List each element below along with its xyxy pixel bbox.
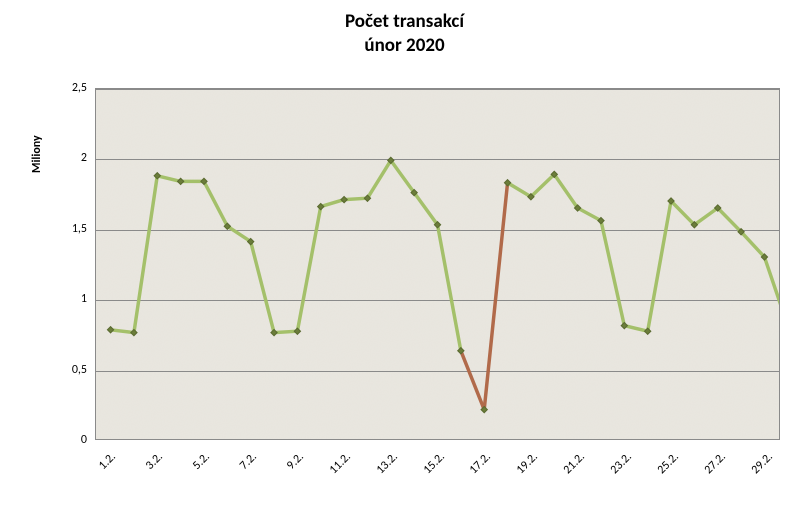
x-tick-label: 25.2. [655,450,682,477]
line-series [96,89,779,439]
x-tick-label: 5.2. [190,450,213,473]
y-axis-labels: 00,511,522,5 [0,88,87,440]
chart-container: Počet transakcí únor 2020 Miliony 00,511… [0,0,809,512]
x-tick-label: 17.2. [467,450,494,477]
x-tick-label: 13.2. [373,450,400,477]
y-tick-label: 2 [81,151,87,165]
data-marker [131,329,137,335]
x-tick-label: 1.2. [96,450,119,473]
y-tick-label: 2,5 [72,81,87,95]
data-marker [107,327,113,333]
chart-title: Počet transakcí únor 2020 [0,10,809,58]
x-tick-label: 23.2. [608,450,635,477]
y-tick-label: 0 [81,433,87,447]
x-tick-label: 21.2. [561,450,588,477]
chart-title-line2: únor 2020 [0,34,809,58]
x-axis-labels: 1.2. 3.2. 5.2. 7.2. 9.2. 11.2. 13.2. 15.2. 17.2.… [95,450,780,510]
data-marker [294,328,300,334]
y-tick-label: 0,5 [72,363,87,377]
x-tick-label: 3.2. [143,450,166,473]
x-tick-label: 19.2. [514,450,541,477]
x-tick-label: 11.2. [326,450,353,477]
x-tick-label: 9.2. [284,450,307,473]
y-tick-label: 1,5 [72,222,87,236]
x-tick-label: 27.2. [702,450,729,477]
x-tick-label: 29.2. [749,450,776,477]
y-tick-label: 1 [81,292,87,306]
x-tick-label: 7.2. [237,450,260,473]
plot-area [95,88,780,440]
chart-title-line1: Počet transakcí [0,10,809,34]
x-tick-label: 15.2. [420,450,447,477]
